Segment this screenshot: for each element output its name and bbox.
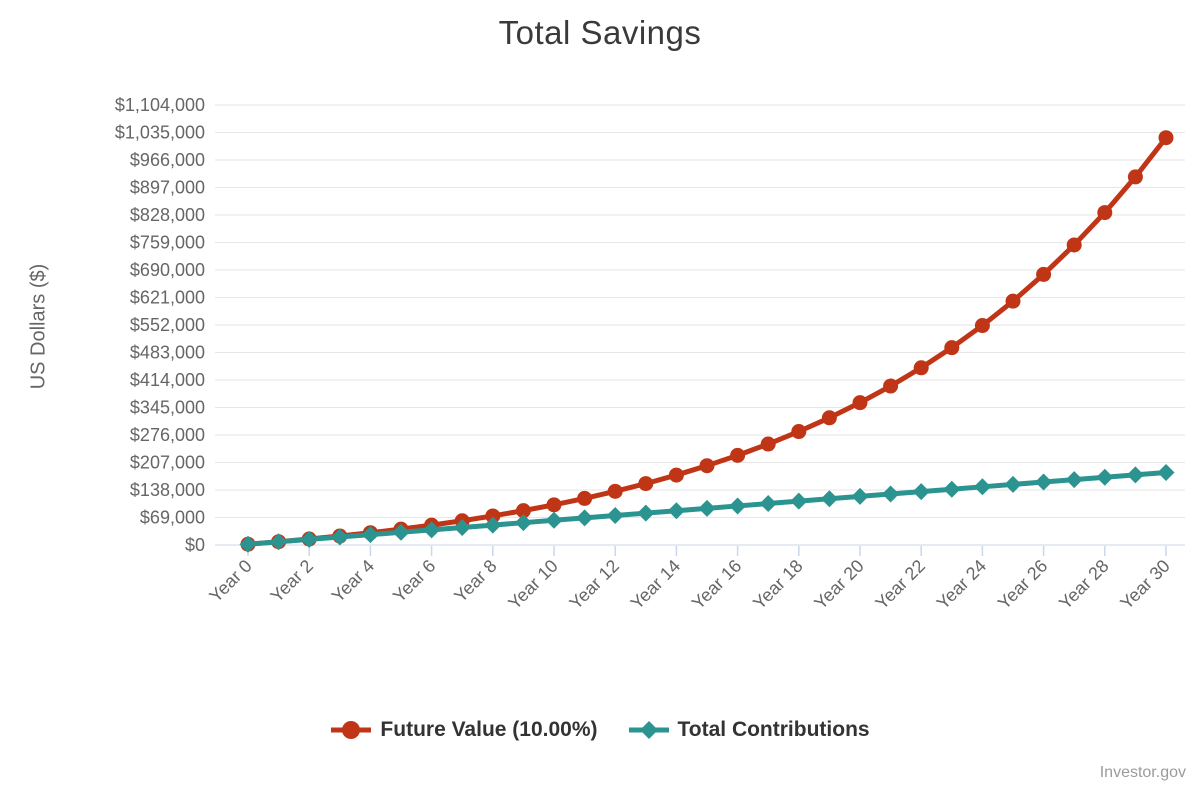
y-axis-tick-label: $483,000: [130, 343, 205, 363]
chart-title: Total Savings: [498, 14, 702, 51]
y-axis-tick-label: $897,000: [130, 178, 205, 198]
data-point-marker: [514, 514, 532, 532]
data-point-marker: [1035, 473, 1053, 491]
data-point-marker: [576, 509, 594, 527]
x-axis-tick-label: Year 26: [994, 556, 1052, 614]
data-point-marker: [606, 507, 624, 525]
data-point-marker: [790, 492, 808, 510]
data-point-marker: [913, 360, 929, 376]
data-point-marker: [392, 523, 410, 541]
data-point-marker: [637, 504, 655, 522]
legend-label-future-value: Future Value (10.00%): [380, 718, 598, 741]
data-point-marker: [730, 447, 746, 463]
total-contributions-legend-marker-icon: [628, 721, 669, 739]
x-axis-tick-label: Year 4: [328, 556, 378, 606]
data-point-marker: [1004, 475, 1022, 493]
data-point-marker: [667, 502, 685, 520]
data-point-marker: [821, 410, 837, 426]
data-point-marker: [882, 485, 900, 503]
x-axis-tick-label: Year 20: [810, 556, 868, 614]
data-point-marker: [1157, 463, 1175, 481]
x-axis-tick-label: Year 14: [627, 556, 685, 614]
legend: Future Value (10.00%) Total Contribution…: [0, 718, 1200, 742]
data-point-marker: [668, 467, 684, 483]
data-point-marker: [1126, 466, 1144, 484]
x-axis-tick-label: Year 2: [267, 556, 317, 606]
data-point-marker: [791, 424, 807, 440]
x-axis-tick-label: Year 8: [450, 556, 500, 606]
y-axis-tick-label: $69,000: [140, 508, 205, 528]
data-point-marker: [545, 511, 563, 529]
data-point-marker: [1158, 130, 1174, 146]
data-point-marker: [974, 318, 990, 334]
data-point-marker: [638, 476, 654, 492]
y-axis-tick-label: $0: [185, 535, 205, 555]
data-point-marker: [239, 535, 257, 553]
data-point-marker: [698, 499, 716, 517]
y-axis-tick-label: $690,000: [130, 260, 205, 280]
y-axis-tick-label: $828,000: [130, 205, 205, 225]
data-point-marker: [883, 378, 899, 394]
data-point-marker: [515, 503, 531, 519]
data-point-marker: [577, 490, 593, 506]
data-point-marker: [453, 518, 471, 536]
x-axis-tick-label: Year 10: [504, 556, 562, 614]
x-axis-tick-label: Year 6: [389, 556, 439, 606]
data-point-marker: [1005, 293, 1021, 309]
x-axis-tick-label: Year 28: [1055, 556, 1113, 614]
data-point-marker: [1127, 169, 1143, 185]
data-point-marker: [1096, 468, 1114, 486]
x-axis-tick-label: Year 24: [933, 556, 991, 614]
y-axis-tick-label: $621,000: [130, 288, 205, 308]
y-axis-tick-label: $1,035,000: [115, 123, 205, 143]
credits-link[interactable]: Investor.gov: [1099, 764, 1186, 781]
y-axis-tick-label: $759,000: [130, 233, 205, 253]
data-point-marker: [759, 495, 777, 513]
data-point-marker: [300, 530, 318, 548]
data-point-marker: [760, 436, 776, 452]
legend-item-total-contributions[interactable]: Total Contributions: [628, 718, 870, 742]
data-point-marker: [912, 483, 930, 501]
x-axis-tick-label: Year 0: [205, 556, 255, 606]
data-point-marker: [699, 458, 715, 474]
data-point-marker: [973, 478, 991, 496]
y-axis-tick-label: $138,000: [130, 480, 205, 500]
y-axis-tick-label: $966,000: [130, 150, 205, 170]
data-point-marker: [852, 395, 868, 411]
data-point-marker: [943, 480, 961, 498]
data-point-marker: [944, 340, 960, 356]
x-axis-tick-label: Year 16: [688, 556, 746, 614]
y-axis-tick-label: $552,000: [130, 315, 205, 335]
y-axis-tick-label: $276,000: [130, 425, 205, 445]
data-point-marker: [607, 483, 623, 499]
data-point-marker: [851, 487, 869, 505]
data-point-marker: [1065, 471, 1083, 489]
x-axis-tick-label: Year 18: [749, 556, 807, 614]
data-point-marker: [270, 533, 288, 551]
data-point-marker: [1097, 205, 1113, 221]
future-value-legend-marker-icon: [331, 721, 372, 739]
x-axis-tick-label: Year 12: [565, 556, 623, 614]
legend-item-future-value[interactable]: Future Value (10.00%): [330, 718, 598, 742]
y-axis-tick-label: $345,000: [130, 398, 205, 418]
x-axis-tick-label: Year 22: [871, 556, 929, 614]
y-axis-tick-label: $414,000: [130, 370, 205, 390]
data-point-marker: [361, 526, 379, 544]
data-point-marker: [820, 490, 838, 508]
data-point-marker: [1036, 266, 1052, 282]
legend-label-total-contributions: Total Contributions: [677, 718, 870, 741]
data-point-marker: [546, 497, 562, 513]
data-point-marker: [484, 516, 502, 534]
data-point-marker: [485, 508, 501, 524]
data-point-marker: [331, 528, 349, 546]
data-point-marker: [1066, 237, 1082, 253]
data-point-marker: [729, 497, 747, 515]
y-axis-tick-label: $207,000: [130, 453, 205, 473]
y-axis-tick-label: $1,104,000: [115, 95, 205, 115]
data-point-marker: [423, 521, 441, 539]
x-axis-tick-label: Year 30: [1116, 556, 1174, 614]
